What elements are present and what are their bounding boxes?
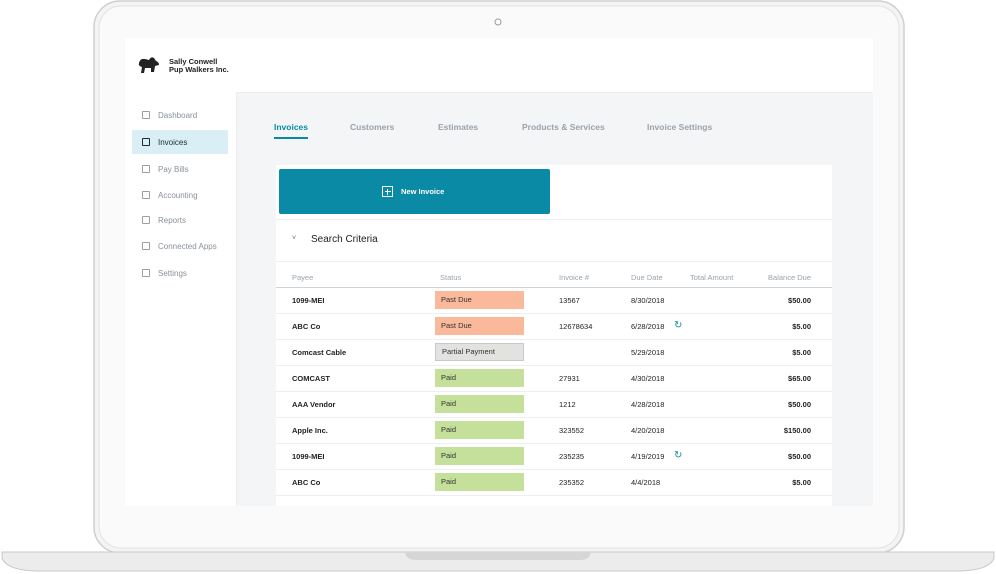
invoice-number: 235352 (559, 478, 585, 487)
nav-item[interactable]: Invoices (132, 130, 228, 154)
header-rule (276, 287, 832, 288)
balance-due: $50.00 (788, 296, 811, 305)
divider (276, 261, 832, 262)
invoice-card: New Invoice ˅ Search Criteria Payee Statu… (276, 165, 832, 506)
brand-name: Sally Conwell Pup Walkers Inc. (169, 58, 229, 74)
row-rule (276, 391, 832, 392)
nav-label: Pay Bills (158, 164, 189, 174)
due-date: 4/30/2018 (631, 374, 665, 383)
due-date: 6/28/2018 (631, 322, 665, 331)
nav-icon (142, 242, 150, 250)
logo-dog (138, 57, 159, 73)
balance-due: $150.00 (783, 426, 811, 435)
nav-icon (142, 111, 150, 119)
invoice-number: 323552 (559, 426, 585, 435)
status-badge: Past Due (435, 291, 524, 309)
sync-icon: ↻ (674, 320, 683, 331)
payee: Comcast Cable (292, 348, 347, 357)
nav-label: Accounting (158, 190, 198, 200)
balance-due: $5.00 (792, 348, 811, 357)
row-rule (276, 313, 832, 314)
due-date: 4/28/2018 (631, 400, 665, 409)
button-label: New Invoice (401, 187, 445, 196)
payee: Apple Inc. (292, 426, 328, 435)
sidebar: Dashboard Invoices Pay Bills Accounting Repo… (125, 92, 237, 506)
column-header: Status (440, 273, 462, 282)
invoice-number: 1212 (559, 400, 576, 409)
nav-item[interactable]: Reports (132, 208, 228, 232)
row-rule (276, 443, 832, 444)
nav-item[interactable]: Connected Apps (132, 234, 228, 258)
tab[interactable]: Invoices (274, 122, 309, 139)
payee: COMCAST (292, 374, 330, 383)
nav-icon (142, 165, 150, 173)
nav-icon (142, 269, 150, 277)
app-screen: Sally Conwell Pup Walkers Inc. Dashboard… (125, 38, 873, 506)
status-badge: Paid (435, 447, 524, 465)
search-criteria[interactable]: Search Criteria (311, 234, 378, 245)
status-badge: Past Due (435, 317, 524, 335)
status-badge: Paid (435, 473, 524, 491)
column-header: Invoice # (559, 273, 590, 282)
invoice-number: 235235 (559, 452, 585, 461)
due-date: 4/20/2018 (631, 426, 665, 435)
tab[interactable]: Estimates (438, 122, 479, 132)
payee: 1099-MEI (292, 296, 325, 305)
payee: AAA Vendor (292, 400, 336, 409)
nav-label: Invoices (158, 137, 188, 147)
invoice-number: 27931 (559, 374, 580, 383)
top-bar: Sally Conwell Pup Walkers Inc. (125, 38, 873, 93)
column-header: Payee (292, 273, 314, 282)
status-badge: Paid (435, 421, 524, 439)
balance-due: $50.00 (788, 452, 811, 461)
balance-due: $65.00 (788, 374, 811, 383)
nav-item[interactable]: Accounting (132, 183, 228, 207)
payee: ABC Co (292, 322, 321, 331)
nav-item[interactable]: Dashboard (132, 103, 228, 127)
nav-item[interactable]: Settings (132, 261, 228, 285)
nav-label: Connected Apps (158, 241, 217, 251)
due-date: 4/19/2019 (631, 452, 665, 461)
row-rule (276, 365, 832, 366)
payee: ABC Co (292, 478, 321, 487)
row-rule (276, 339, 832, 340)
brand-line: Pup Walkers Inc. (169, 65, 229, 74)
row-rule (276, 495, 832, 496)
chevron: ˅ (292, 235, 297, 242)
balance-due: $5.00 (792, 322, 811, 331)
nav-icon (142, 138, 150, 146)
due-date: 5/29/2018 (631, 348, 665, 357)
nav-icon (142, 216, 150, 224)
nav-label: Reports (158, 215, 187, 225)
divider (276, 219, 832, 220)
balance-due: $50.00 (788, 400, 811, 409)
due-date: 8/30/2018 (631, 296, 665, 305)
tab[interactable]: Products & Services (522, 122, 605, 132)
row-rule (276, 417, 832, 418)
nav-icon (142, 191, 150, 199)
nav-item[interactable]: Pay Bills (132, 157, 228, 181)
tab[interactable]: Invoice Settings (647, 122, 713, 132)
column-header: Balance Due (768, 273, 811, 282)
nav-label: Dashboard (158, 110, 198, 120)
sync-icon: ↻ (674, 450, 683, 461)
column-header: Due Date (631, 273, 663, 282)
tab[interactable]: Customers (350, 122, 395, 132)
new-invoice-button[interactable]: New Invoice (279, 169, 550, 214)
status-badge: Paid (435, 369, 524, 387)
due-date: 4/4/2018 (631, 478, 661, 487)
nav-label: Settings (158, 268, 187, 278)
row-rule (276, 469, 832, 470)
column-header: Total Amount (690, 273, 734, 282)
invoice-number: 13567 (559, 296, 580, 305)
payee: 1099-MEI (292, 452, 325, 461)
balance-due: $5.00 (792, 478, 811, 487)
status-badge: Paid (435, 395, 524, 413)
status-badge: Partial Payment (435, 343, 524, 361)
brand-line: Sally Conwell (169, 57, 218, 66)
invoice-number: 12678634 (559, 322, 593, 331)
